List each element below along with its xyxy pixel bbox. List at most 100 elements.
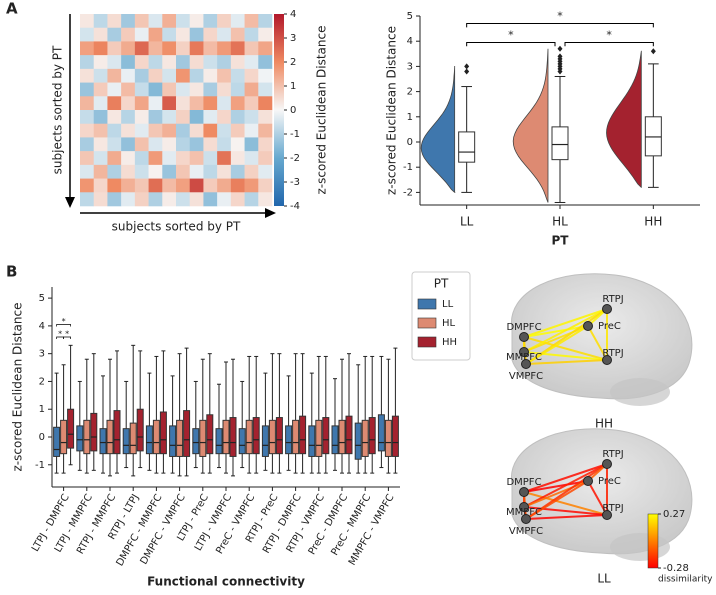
heatmap-cell (93, 164, 108, 179)
node (602, 459, 612, 469)
node-label: MMPFC (506, 507, 542, 518)
box (192, 428, 200, 455)
node (521, 359, 531, 369)
outlier (557, 45, 563, 52)
edge (523, 308, 608, 338)
heatmap-cell (244, 82, 259, 97)
heatmap-cell (258, 137, 273, 152)
heatmap-cell (162, 68, 177, 83)
heatmap-cell (134, 68, 149, 83)
heatmap-cell (121, 178, 136, 193)
heatmap-cell (258, 110, 273, 125)
edge (525, 514, 608, 520)
heatmap-cell (93, 82, 108, 97)
heatmap-cell (217, 27, 232, 42)
legend-label: HH (442, 337, 457, 348)
colorbar-tick-label: 1 (290, 81, 296, 92)
heatmap-cell (80, 137, 95, 152)
outlier (557, 53, 563, 60)
node-label: DMPFC (506, 477, 541, 488)
legend-swatch (417, 336, 437, 348)
heatmap-cell (217, 14, 232, 29)
heatmap-cell (134, 164, 149, 179)
heatmap-cell (107, 82, 122, 97)
panel-label: B (6, 263, 17, 281)
violin (512, 48, 549, 203)
heatmap-cell (121, 96, 136, 111)
heatmap-cell (148, 192, 163, 207)
heatmap-cell (93, 178, 108, 193)
node (583, 476, 593, 486)
edge (523, 325, 589, 338)
heatmap-cell (148, 137, 163, 152)
outlier (650, 48, 656, 55)
heatmap-cell (230, 123, 245, 138)
heatmap-cell (230, 68, 245, 83)
heatmap-cell (134, 27, 149, 42)
box (331, 425, 339, 455)
node-label: VMPFC (509, 526, 543, 537)
heatmap-cell (203, 96, 218, 111)
node (519, 487, 529, 497)
violin (606, 50, 642, 188)
heatmap-cell (162, 164, 177, 179)
edge (587, 480, 608, 516)
heatmap-cell (107, 123, 122, 138)
colorbar-label: dissimilarity (658, 575, 713, 585)
y-tick-label: -1 (35, 460, 45, 471)
heatmap-cell (244, 68, 259, 83)
significance-bracket (564, 41, 654, 47)
heatmap-cell (230, 151, 245, 166)
heatmap-cell (107, 14, 122, 29)
y-axis-label: subjects sorted by PT (51, 45, 65, 174)
node (519, 502, 529, 512)
heatmap-cell (230, 192, 245, 207)
heatmap-cell (162, 123, 177, 138)
heatmap-cell (148, 82, 163, 97)
heatmap-cell (134, 192, 149, 207)
colorbar-tick-label: 4 (290, 9, 296, 20)
heatmap-cell (217, 137, 232, 152)
box (99, 428, 107, 455)
heatmap-cell (176, 55, 191, 70)
y-tick-label: 2 (407, 87, 413, 98)
heatmap-cell (203, 41, 218, 56)
heatmap-cell (162, 110, 177, 125)
heatmap-cell (80, 151, 95, 166)
heatmap-cell (134, 110, 149, 125)
y-tick-label: 4 (407, 36, 413, 47)
heatmap-cell (244, 55, 259, 70)
graph-caption: HH (595, 417, 613, 431)
heatmap-cell (258, 14, 273, 29)
heatmap-cell (203, 27, 218, 42)
heatmap-cell (217, 110, 232, 125)
heatmap-cell (189, 41, 204, 56)
box (315, 419, 323, 457)
colorbar-tick-label: -0.28 (663, 563, 689, 574)
box (152, 419, 160, 455)
box (83, 419, 91, 455)
heatmap-cell (244, 41, 259, 56)
x-tick-label: HL (552, 215, 568, 229)
x-arrowhead (265, 208, 276, 218)
heatmap-cell (217, 82, 232, 97)
heatmap-cell (203, 151, 218, 166)
heatmap-cell (107, 151, 122, 166)
heatmap-cell (148, 178, 163, 193)
heatmap-cell (162, 41, 177, 56)
edge (523, 351, 608, 361)
heatmap-cell (162, 27, 177, 42)
heatmap-cell (121, 192, 136, 207)
heatmap-cell (217, 68, 232, 83)
heatmap-cell (244, 96, 259, 111)
heatmap-cell (93, 55, 108, 70)
heatmap-cell (134, 137, 149, 152)
box (458, 131, 476, 163)
node (583, 321, 593, 331)
heatmap-cell (230, 14, 245, 29)
y-tick-label: 0 (39, 432, 45, 443)
heatmap-cell (203, 123, 218, 138)
box (245, 419, 253, 455)
heatmap-cell (134, 14, 149, 29)
heatmap-cell (121, 27, 136, 42)
